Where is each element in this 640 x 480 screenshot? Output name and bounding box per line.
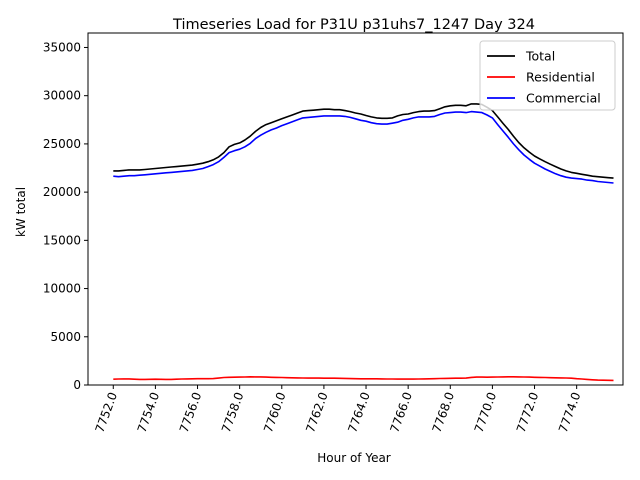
y-tick-label: 0 bbox=[73, 378, 81, 392]
series-line-residential bbox=[113, 375, 614, 382]
y-tick-label: 5000 bbox=[50, 330, 81, 344]
y-tick-label: 10000 bbox=[43, 282, 81, 296]
y-tick-label: 20000 bbox=[43, 185, 81, 199]
y-axis-title: kW total bbox=[14, 187, 28, 237]
y-tick-label: 30000 bbox=[43, 89, 81, 103]
plot-area bbox=[87, 32, 624, 386]
legend-label-residential: Residential bbox=[526, 70, 595, 85]
y-tick-label: 25000 bbox=[43, 137, 81, 151]
chart-title: Timeseries Load for P31U p31uhs7_1247 Da… bbox=[172, 17, 535, 33]
legend-box bbox=[479, 40, 616, 111]
x-axis-title: Hour of Year bbox=[317, 451, 391, 465]
y-axis: 0 5000 10000 15000 20000 25000 30000 35000 bbox=[43, 40, 88, 392]
y-tick-label: 35000 bbox=[43, 40, 81, 54]
legend-label-commercial: Commercial bbox=[526, 91, 601, 106]
legend: Total Residential Commercial bbox=[479, 40, 616, 111]
series-lines bbox=[113, 103, 614, 382]
legend-label-total: Total bbox=[525, 49, 555, 64]
series-line-total bbox=[113, 103, 614, 179]
y-tick-label: 15000 bbox=[43, 233, 81, 247]
series-line-commercial bbox=[113, 110, 614, 184]
axes-frame bbox=[87, 32, 624, 386]
